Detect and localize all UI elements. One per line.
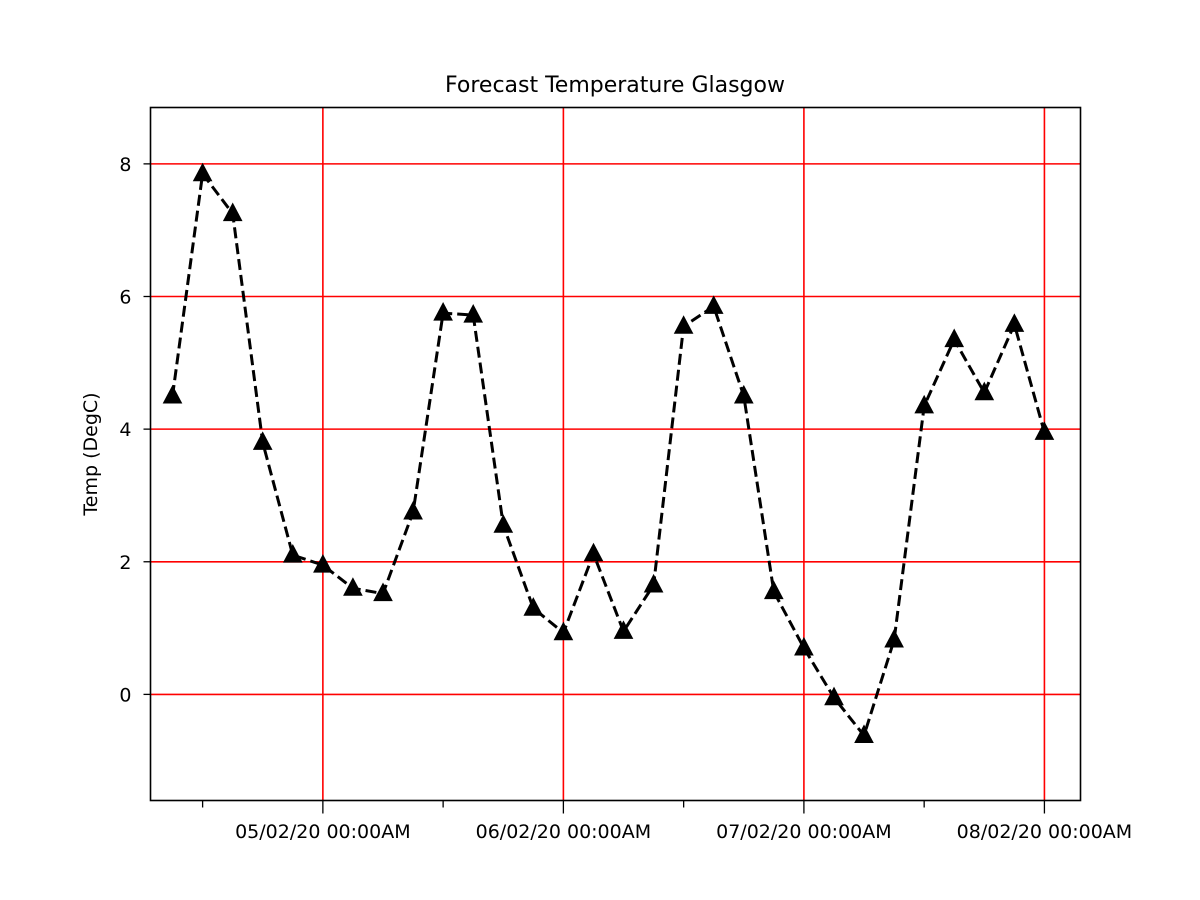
data-point-marker [824, 686, 844, 706]
data-point-marker [703, 295, 724, 314]
data-point-marker [763, 580, 784, 600]
y-tick-label: 0 [119, 684, 131, 706]
data-point-marker [433, 302, 453, 321]
data-point-marker [523, 597, 544, 616]
data-point-marker [343, 577, 363, 596]
series-temperature [162, 162, 1055, 743]
y-axis-label: Temp (DegC) [80, 392, 102, 516]
data-point-marker [493, 514, 514, 533]
x-tick-label: 07/02/20 00:00AM [716, 821, 892, 843]
x-tick-label: 05/02/20 00:00AM [235, 821, 411, 843]
plot-area-frame [149, 106, 1082, 802]
data-point-marker [463, 304, 484, 323]
data-point-marker [613, 620, 634, 639]
data-point-marker [733, 384, 754, 404]
data-point-marker [1034, 421, 1055, 440]
data-point-marker [884, 628, 904, 648]
data-point-marker [403, 500, 423, 520]
grid-lines [150, 107, 1081, 801]
data-point-marker [282, 544, 303, 563]
y-tick-label: 4 [119, 419, 131, 441]
y-tick-label: 8 [119, 154, 131, 176]
data-point-marker [222, 202, 243, 222]
data-point-marker [252, 431, 273, 450]
data-point-marker [553, 621, 574, 641]
series-line [171, 172, 1046, 737]
data-point-marker [673, 315, 694, 334]
data-point-marker [1004, 313, 1025, 332]
data-point-marker [974, 381, 995, 401]
data-point-marker [944, 328, 965, 348]
axes-ticks: 0 2 4 6 8 05/02/20 00:00AM 06/02/20 00:00AM 07/… [119, 154, 1132, 843]
data-point-marker [643, 573, 664, 593]
y-tick-label: 2 [119, 552, 131, 574]
y-tick-label: 6 [119, 287, 131, 309]
data-point-marker [854, 724, 874, 743]
data-point-marker [794, 636, 814, 656]
x-tick-label: 06/02/20 00:00AM [476, 821, 652, 843]
chart-title: Forecast Temperature Glasgow [445, 73, 785, 98]
data-point-marker [313, 554, 333, 573]
data-point-marker [914, 394, 935, 414]
data-point-marker [162, 384, 183, 404]
data-point-marker [373, 582, 393, 602]
data-point-marker [583, 542, 604, 562]
x-tick-label: 08/02/20 00:00AM [957, 821, 1133, 843]
data-point-marker [192, 162, 213, 182]
